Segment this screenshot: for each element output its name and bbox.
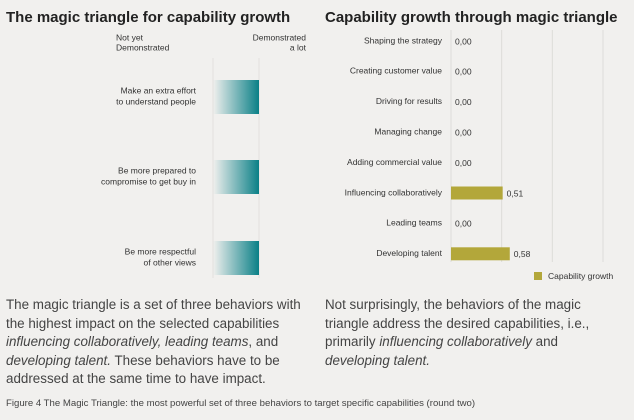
caption: Figure 4 The Magic Triangle: the most po… bbox=[6, 398, 476, 409]
y-tick-label: Creating customer value bbox=[350, 66, 442, 76]
emphasis: influencing collaboratively bbox=[379, 334, 532, 349]
column-label: Not yet bbox=[116, 32, 144, 42]
text: Not surprisingly, the behaviors of the m… bbox=[325, 297, 590, 349]
paragraph: Not surprisingly, the behaviors of the m… bbox=[325, 296, 615, 370]
behavior-label: to understand people bbox=[116, 96, 196, 106]
behavior-label: Be more prepared to bbox=[118, 165, 196, 175]
y-tick-label: Leading teams bbox=[386, 218, 442, 228]
behavior-label: Be more respectful bbox=[125, 246, 196, 256]
behavior-bar bbox=[213, 80, 259, 114]
value-label: 0,51 bbox=[507, 188, 524, 198]
value-label: 0,00 bbox=[455, 219, 472, 229]
emphasis: developing talent. bbox=[325, 352, 430, 368]
value-label: 0,00 bbox=[455, 67, 472, 77]
legend-label: Capability growth bbox=[548, 271, 613, 281]
bar bbox=[451, 186, 503, 200]
y-tick-label: Developing talent bbox=[376, 248, 442, 258]
chart-title: Capability growth through magic triangle bbox=[325, 9, 618, 26]
paragraph: The magic triangle is a set of three beh… bbox=[6, 296, 306, 389]
behavior-label: Make an extra effort bbox=[121, 85, 197, 95]
value-label: 0,00 bbox=[455, 127, 472, 137]
bar bbox=[451, 247, 510, 261]
column-label: Demonstrated bbox=[253, 32, 307, 42]
text: The magic triangle is a set of three beh… bbox=[6, 297, 301, 331]
legend-swatch bbox=[534, 272, 542, 280]
behavior-label: compromise to get buy in bbox=[101, 176, 196, 186]
value-label: 0,00 bbox=[455, 36, 472, 46]
behavior-label: of other views bbox=[144, 257, 196, 267]
column-label: a lot bbox=[290, 42, 307, 52]
y-tick-label: Shaping the strategy bbox=[364, 35, 443, 45]
y-tick-label: Influencing collaboratively bbox=[345, 187, 443, 197]
value-label: 0,00 bbox=[455, 97, 472, 107]
text: , and bbox=[248, 334, 279, 349]
y-tick-label: Driving for results bbox=[376, 96, 442, 106]
emphasis: influencing collaboratively, leading tea… bbox=[6, 334, 249, 349]
value-label: 0,58 bbox=[514, 249, 531, 259]
text: These behaviors have to be addressed at … bbox=[6, 352, 280, 387]
y-tick-label: Adding commercial value bbox=[347, 157, 442, 167]
behavior-bar bbox=[213, 160, 259, 194]
value-label: 0,00 bbox=[455, 158, 472, 168]
text: and bbox=[531, 334, 558, 349]
emphasis: developing talent. bbox=[6, 352, 111, 368]
left-title: The magic triangle for capability growth bbox=[6, 9, 290, 26]
behavior-bar bbox=[213, 241, 259, 275]
y-tick-label: Managing change bbox=[374, 126, 442, 136]
column-label: Demonstrated bbox=[116, 42, 170, 52]
charts: The magic triangle for capability growth… bbox=[6, 9, 618, 281]
